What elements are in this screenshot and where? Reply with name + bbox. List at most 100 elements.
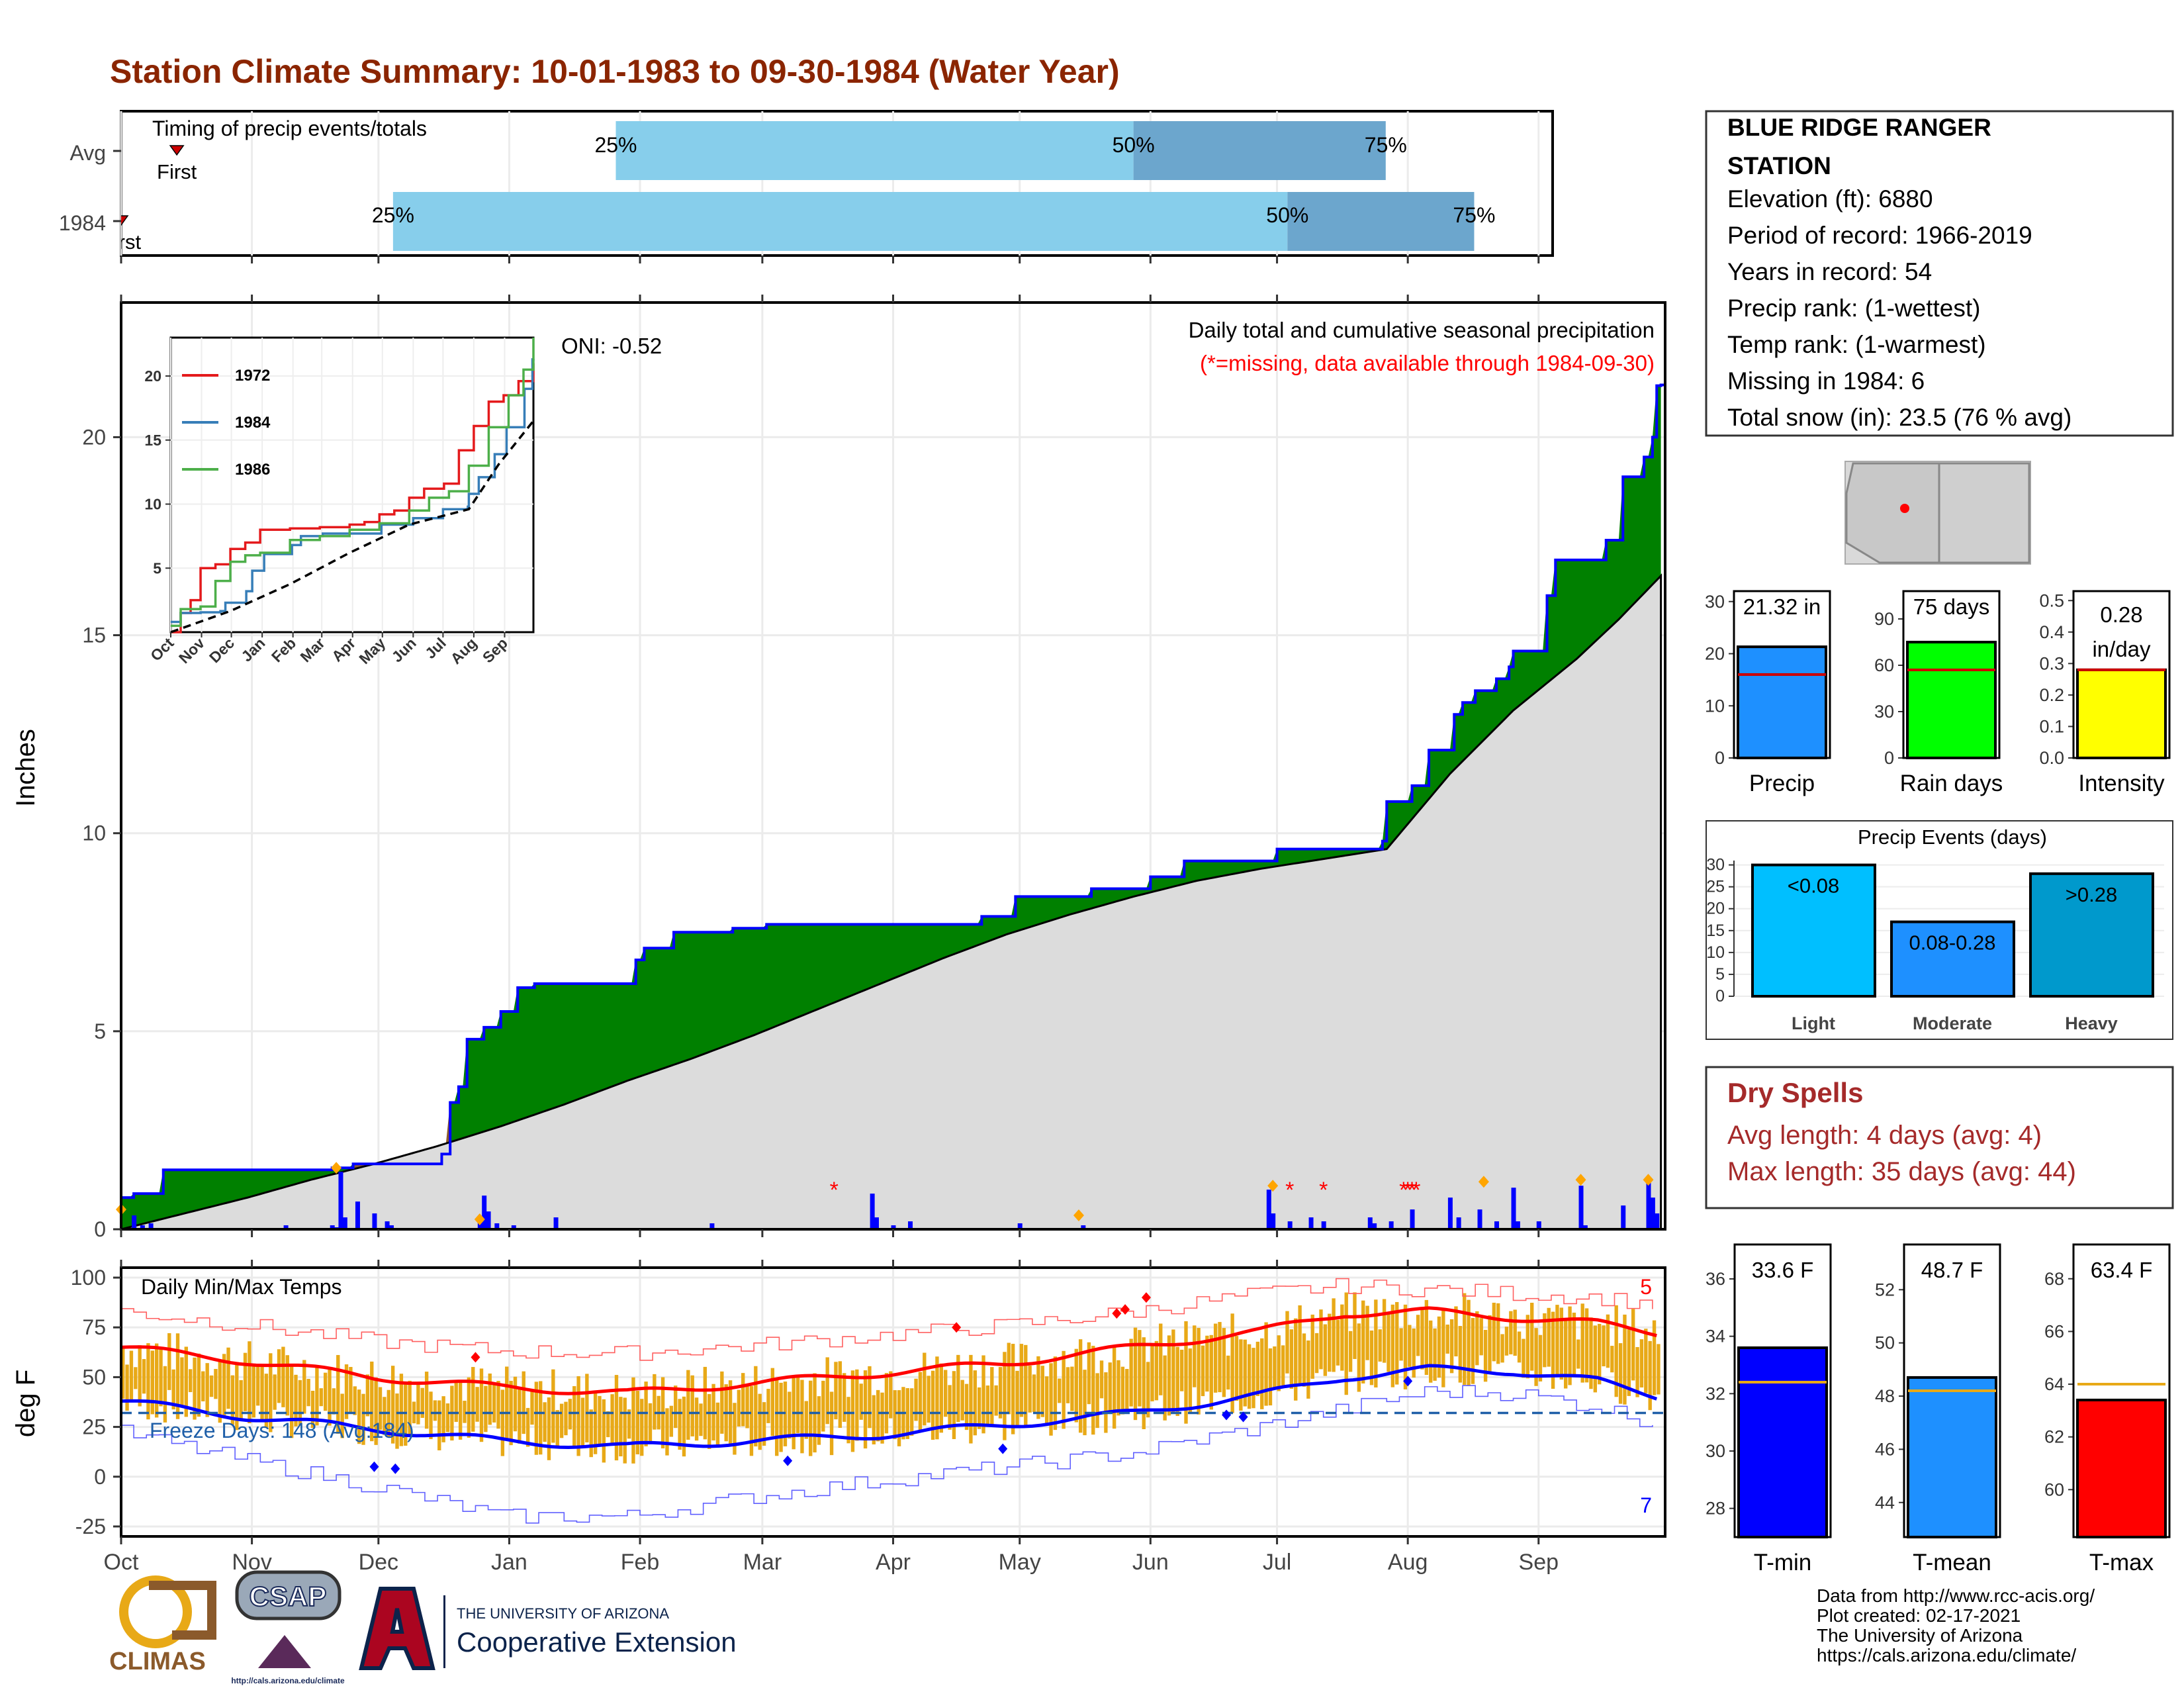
timing-panel: 25% 50% 75% First Last 25% 50% 75% First Last Tim… bbox=[59, 110, 1638, 263]
temp-daily-bar-296 bbox=[1369, 1330, 1374, 1385]
events-tick-label-5: 25 bbox=[1706, 878, 1725, 896]
locator-map bbox=[1844, 461, 2031, 565]
summary-2-tick-label-0: 0.0 bbox=[2039, 748, 2064, 768]
events-tick-label-2: 10 bbox=[1706, 943, 1725, 962]
summary-1-tick-label-3: 90 bbox=[1874, 609, 1894, 629]
temp-daily-bar-109 bbox=[580, 1397, 585, 1448]
temp-daily-bar-189 bbox=[918, 1372, 923, 1432]
ua-logo-line1: THE UNIVERSITY OF ARIZONA bbox=[457, 1605, 669, 1622]
timing-caption: Timing of precip events/totals bbox=[152, 117, 427, 140]
temp-daily-bar-169 bbox=[834, 1362, 838, 1420]
summary-2-label: Intensity bbox=[2078, 771, 2165, 796]
temp-daily-bar-359 bbox=[1635, 1346, 1639, 1397]
temp-daily-bar-179 bbox=[876, 1389, 880, 1442]
precip-daily-bar-17 bbox=[511, 1225, 516, 1229]
precip-ytick-label-1: 5 bbox=[94, 1019, 106, 1043]
temp-daily-bar-17 bbox=[193, 1357, 197, 1420]
precip-daily-bar-16 bbox=[494, 1223, 500, 1229]
temp-daily-bar-341 bbox=[1559, 1307, 1564, 1380]
temp-daily-bar-153 bbox=[766, 1389, 770, 1423]
temp-daily-bar-351 bbox=[1602, 1325, 1606, 1367]
events-bar-0 bbox=[1751, 863, 1876, 998]
temp-daily-bar-91 bbox=[505, 1366, 509, 1439]
temp-daily-bar-24 bbox=[222, 1354, 226, 1418]
inset-ytick-label-0: 5 bbox=[153, 559, 161, 577]
temp-daily-bar-314 bbox=[1445, 1325, 1449, 1354]
station-snow: Total snow (in): 23.5 (76 % avg) bbox=[1727, 404, 2071, 431]
temp-daily-bar-258 bbox=[1209, 1335, 1213, 1410]
temp-daily-bar-81 bbox=[463, 1401, 467, 1423]
summary-1-bar bbox=[1906, 641, 1997, 759]
inset-ytick-label-1: 10 bbox=[144, 496, 161, 513]
temp-daily-bar-334 bbox=[1530, 1303, 1534, 1371]
precip-daily-bar-14 bbox=[482, 1196, 487, 1229]
tsum-0-value-label: 33.6 F bbox=[1752, 1258, 1814, 1282]
temp-daily-bar-18 bbox=[197, 1353, 201, 1417]
temp-daily-bar-228 bbox=[1083, 1370, 1087, 1436]
summary-2-tick-label-3: 0.3 bbox=[2039, 653, 2064, 673]
temp-daily-bar-172 bbox=[846, 1397, 850, 1444]
precip-record-marker-5 bbox=[1478, 1176, 1489, 1188]
temp-record-low-2 bbox=[783, 1455, 793, 1466]
temp-daily-bar-42 bbox=[298, 1380, 302, 1426]
temp-daily-bar-217 bbox=[1036, 1356, 1040, 1419]
temp-daily-bar-52 bbox=[340, 1393, 344, 1438]
temp-daily-bar-265 bbox=[1239, 1339, 1243, 1411]
temp-daily-bar-117 bbox=[614, 1375, 619, 1461]
temp-daily-bar-95 bbox=[522, 1371, 525, 1434]
temp-daily-bar-329 bbox=[1509, 1311, 1513, 1354]
tsum-0-tick-label-0: 28 bbox=[1706, 1499, 1725, 1519]
temp-daily-bar-267 bbox=[1247, 1344, 1251, 1409]
timing-last-marker-0 bbox=[1625, 146, 1638, 155]
temp-daily-bar-309 bbox=[1424, 1299, 1429, 1376]
precip-daily-bar-20 bbox=[870, 1194, 875, 1229]
temp-daily-bar-323 bbox=[1483, 1330, 1488, 1382]
temp-daily-bar-21 bbox=[209, 1375, 214, 1397]
month-label-4: Feb bbox=[621, 1550, 660, 1575]
temp-daily-bar-105 bbox=[564, 1401, 568, 1436]
precip-daily-bar-32 bbox=[1372, 1223, 1377, 1229]
precip-daily-bar-41 bbox=[1536, 1221, 1541, 1229]
temp-daily-bar-204 bbox=[981, 1355, 985, 1434]
temp-daily-bar-221 bbox=[1053, 1356, 1058, 1430]
inset-legend-label-1972: 1972 bbox=[235, 367, 270, 385]
precip-daily-bar-37 bbox=[1477, 1209, 1482, 1229]
temp-daily-bar-361 bbox=[1644, 1329, 1648, 1393]
temp-lines bbox=[120, 1278, 1665, 1524]
temp-daily-bar-227 bbox=[1078, 1339, 1083, 1433]
csap-logo-mountains bbox=[258, 1635, 311, 1668]
temp-daily-bar-260 bbox=[1218, 1322, 1222, 1393]
precip-markers: * * * **** bbox=[116, 1162, 1654, 1226]
temp-daily-bar-239 bbox=[1129, 1338, 1133, 1407]
temp-record-low-5 bbox=[1238, 1411, 1248, 1423]
temp-daily-bar-247 bbox=[1163, 1355, 1167, 1421]
temp-daily-bar-270 bbox=[1260, 1338, 1264, 1409]
temp-daily-bar-134 bbox=[686, 1370, 690, 1440]
tsum-1-tick-label-3: 50 bbox=[1875, 1333, 1895, 1353]
precip-daily-bar-42 bbox=[1578, 1186, 1584, 1229]
temperature-summary-bars: 28 30 32 34 36 33.6 F T-min 44 46 48 50 52 48.7 F T-m… bbox=[1706, 1243, 2171, 1575]
temp-daily-bar-313 bbox=[1441, 1308, 1445, 1387]
month-label-10: Aug bbox=[1388, 1550, 1428, 1575]
precip-daily-bar-28 bbox=[1287, 1221, 1293, 1229]
csap-logo: CSAP http://cals.arizona.edu/climate bbox=[231, 1570, 345, 1685]
tsum-0-tick-label-4: 36 bbox=[1706, 1269, 1725, 1289]
temp-daily-bar-46 bbox=[315, 1366, 319, 1426]
temp-daily-bar-332 bbox=[1522, 1338, 1525, 1378]
temp-y-label: deg F bbox=[11, 1370, 40, 1437]
ua-logo-divider bbox=[443, 1595, 445, 1668]
csap-logo-url: http://cals.arizona.edu/climate bbox=[231, 1676, 345, 1685]
temp-daily-bar-355 bbox=[1618, 1343, 1623, 1404]
timing-bar-light-1 bbox=[392, 192, 1288, 251]
temp-daily-bar-235 bbox=[1112, 1344, 1116, 1429]
summary-2-tick-label-5: 0.5 bbox=[2039, 590, 2064, 610]
precip-daily-bar-24 bbox=[1017, 1223, 1023, 1229]
temp-daily-bar-83 bbox=[471, 1367, 475, 1432]
temp-daily-bar-352 bbox=[1606, 1314, 1610, 1368]
temp-daily-bar-174 bbox=[855, 1369, 859, 1441]
precip-daily-bar-19 bbox=[709, 1223, 715, 1229]
temp-daily-bar-87 bbox=[488, 1373, 492, 1425]
temp-daily-bar-356 bbox=[1623, 1314, 1627, 1405]
temp-daily-bar-307 bbox=[1416, 1315, 1420, 1356]
